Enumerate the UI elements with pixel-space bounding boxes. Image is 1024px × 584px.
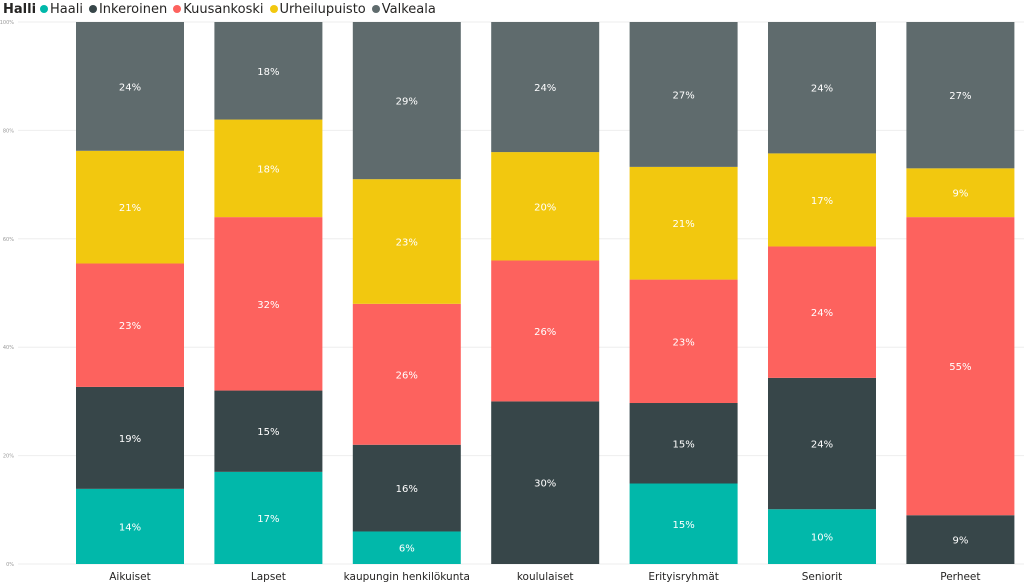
legend-item-haali[interactable]: Haali	[40, 2, 83, 17]
legend-title: Halli	[3, 1, 37, 17]
x-category-label: Lapset	[251, 571, 286, 583]
y-tick-label: 0%	[6, 562, 14, 568]
legend-label: Valkeala	[381, 1, 436, 17]
legend-label: Kuusankoski	[183, 1, 264, 17]
bar-segment	[214, 471, 323, 564]
y-tick-label: 80%	[3, 128, 14, 134]
bar-segment	[76, 488, 184, 564]
data-label: 24%	[119, 82, 141, 93]
x-category-label: Seniorit	[802, 571, 842, 583]
data-label: 55%	[949, 362, 971, 373]
bar-segment	[629, 483, 738, 564]
bar-segment	[76, 263, 184, 387]
bar-segment	[768, 509, 876, 564]
bar-segment	[629, 22, 738, 167]
legend-dot-icon	[40, 5, 49, 13]
y-tick-label: 60%	[3, 237, 14, 243]
bar-segment	[214, 22, 323, 120]
legend-dot-icon	[269, 5, 278, 13]
bar-segment	[629, 166, 738, 280]
bar-segment	[906, 515, 1015, 564]
x-category-label: Perheet	[940, 571, 980, 583]
bar-segment	[768, 377, 876, 510]
data-label: 27%	[672, 90, 694, 101]
data-label: 17%	[811, 196, 833, 207]
bar-segment	[491, 401, 600, 564]
bar-segment	[214, 390, 323, 472]
data-label: 9%	[952, 189, 968, 200]
data-label: 10%	[811, 533, 833, 544]
bar-segment	[906, 217, 1015, 516]
y-tick-label: 20%	[3, 454, 14, 460]
data-label: 30%	[534, 479, 556, 490]
x-category-label: Erityisryhmät	[648, 571, 719, 583]
chart-legend: Halli Haali Inkeroinen Kuusankoski Urhei…	[3, 0, 442, 18]
data-label: 23%	[672, 337, 694, 348]
data-label: 24%	[811, 440, 833, 451]
data-label: 17%	[257, 514, 279, 525]
y-tick-label: 40%	[3, 345, 14, 351]
bar-segment	[352, 22, 461, 180]
bar-segment	[352, 179, 461, 304]
data-label: 20%	[534, 202, 556, 213]
bar-segment	[76, 22, 184, 151]
bar-segment	[768, 246, 876, 378]
legend-label: Haali	[50, 1, 83, 17]
data-label: 6%	[399, 544, 415, 555]
y-tick-label: 100%	[0, 20, 14, 26]
legend-label: Inkeroinen	[98, 1, 168, 17]
data-label: 26%	[534, 327, 556, 338]
bar-segment	[352, 444, 461, 532]
bar-segment	[352, 303, 461, 445]
bar-segment	[76, 386, 184, 489]
data-label: 15%	[257, 427, 279, 438]
data-label: 18%	[257, 164, 279, 175]
legend-item-inkeroinen[interactable]: Inkeroinen	[88, 1, 168, 17]
data-label: 24%	[534, 83, 556, 94]
bar-segment	[629, 279, 738, 404]
bar-segment	[491, 152, 600, 261]
bar-segment	[906, 168, 1015, 218]
legend-dot-icon	[173, 5, 182, 13]
bar-segment	[491, 22, 600, 153]
bar-segment	[906, 22, 1015, 169]
legend-dot-icon	[88, 5, 97, 13]
bar-segment	[768, 22, 876, 154]
data-label: 24%	[811, 308, 833, 319]
legend-item-urheilupuisto[interactable]: Urheilupuisto	[269, 1, 366, 17]
data-label: 21%	[672, 219, 694, 230]
data-label: 15%	[672, 439, 694, 450]
data-label: 29%	[396, 97, 418, 108]
legend-label: Urheilupuisto	[279, 1, 366, 17]
bar-segment	[352, 531, 461, 564]
data-label: 23%	[396, 238, 418, 249]
data-label: 32%	[257, 300, 279, 311]
x-category-label: kaupungin henkilökunta	[344, 571, 470, 583]
x-category-label: Aikuiset	[109, 571, 150, 583]
legend-dot-icon	[371, 5, 380, 13]
data-label: 24%	[811, 84, 833, 95]
data-label: 14%	[119, 522, 141, 533]
data-label: 23%	[119, 321, 141, 332]
bar-segment	[214, 217, 323, 391]
data-label: 26%	[396, 370, 418, 381]
x-category-label: koululaiset	[517, 571, 574, 583]
data-label: 18%	[257, 67, 279, 78]
legend-item-kuusankoski[interactable]: Kuusankoski	[173, 1, 264, 17]
data-label: 27%	[949, 91, 971, 102]
bar-segment	[768, 153, 876, 247]
data-label: 19%	[119, 434, 141, 445]
legend-item-valkeala[interactable]: Valkeala	[371, 1, 436, 17]
data-label: 9%	[952, 536, 968, 547]
bar-segment	[629, 403, 738, 484]
data-label: 21%	[119, 203, 141, 214]
bar-segment	[214, 119, 323, 218]
bar-segment	[491, 260, 600, 402]
bar-segment	[76, 150, 184, 264]
data-label: 16%	[396, 484, 418, 495]
data-label: 15%	[672, 520, 694, 531]
